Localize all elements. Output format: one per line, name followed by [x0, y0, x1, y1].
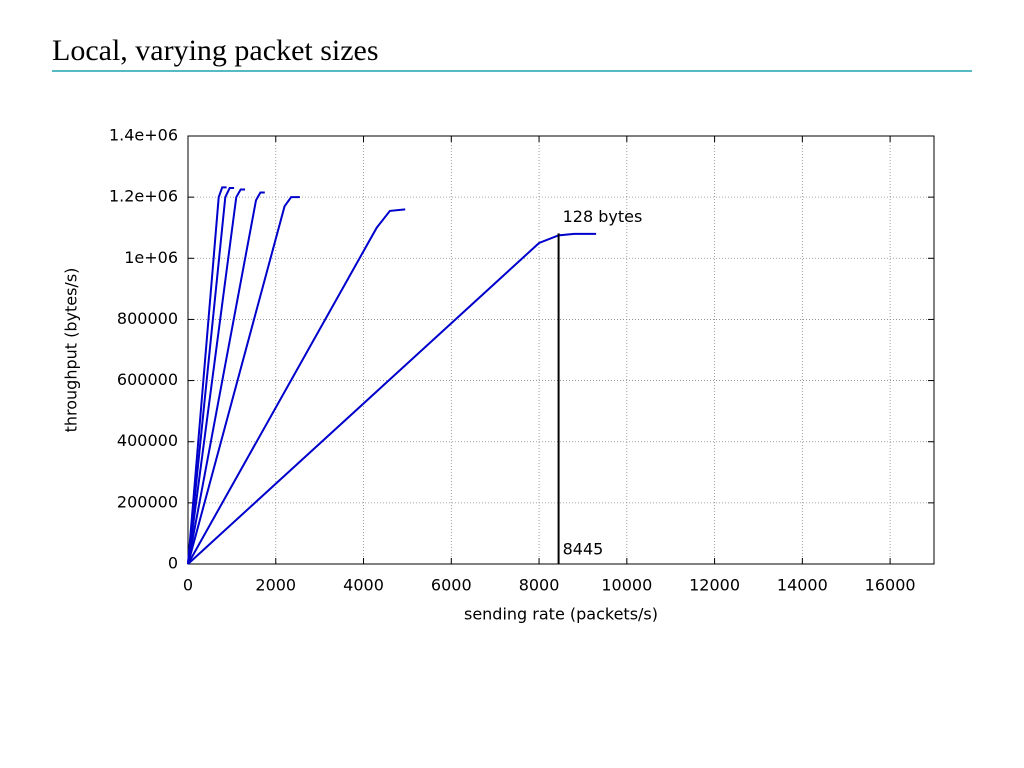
x-tick-label: 4000 [343, 576, 384, 595]
series-line [187, 232, 597, 565]
series-line [187, 191, 265, 565]
series-line [187, 186, 235, 565]
y-tick-label: 0 [168, 554, 178, 573]
y-axis-label: throughput (bytes/s) [62, 268, 81, 433]
x-tick-label: 12000 [689, 576, 740, 595]
x-tick-label: 0 [183, 576, 193, 595]
y-tick-label: 200000 [117, 492, 178, 511]
y-tick-label: 1.2e+06 [109, 187, 178, 206]
y-tick-label: 400000 [117, 431, 178, 450]
annotation: 128 bytes [563, 207, 643, 226]
x-tick-label: 10000 [601, 576, 652, 595]
x-tick-label: 8000 [519, 576, 560, 595]
x-tick-label: 6000 [431, 576, 472, 595]
y-tick-label: 1.4e+06 [109, 126, 178, 145]
x-tick-label: 14000 [777, 576, 828, 595]
series-line [187, 186, 227, 565]
y-tick-label: 600000 [117, 370, 178, 389]
series-line [187, 196, 300, 565]
x-tick-label: 2000 [255, 576, 296, 595]
slide-title: Local, varying packet sizes [52, 34, 379, 67]
y-tick-label: 800000 [117, 309, 178, 328]
plot-frame [187, 135, 935, 565]
x-tick-label: 16000 [865, 576, 916, 595]
y-tick-label: 1e+06 [124, 248, 178, 267]
x-axis-label: sending rate (packets/s) [464, 605, 658, 624]
series-line [187, 208, 406, 565]
marker-label: 8445 [563, 540, 604, 559]
series-line [187, 188, 246, 565]
